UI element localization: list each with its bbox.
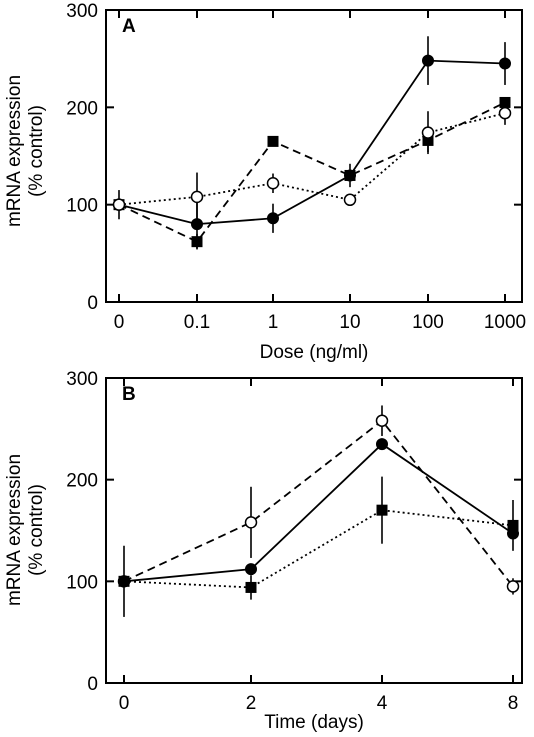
- data-point: [343, 193, 357, 207]
- data-point: [267, 212, 279, 225]
- series-line: [123, 509, 514, 589]
- data-point: [266, 177, 280, 190]
- data-point: [190, 190, 204, 204]
- series-3: [118, 476, 519, 617]
- x-tick-label: 10: [339, 312, 360, 333]
- x-axis-title: Dose (ng/ml): [260, 342, 369, 363]
- panel-b-chart: B 0 100 200 300 0 2 4 8 Time (days) mRNA expressio…: [4, 369, 523, 733]
- data-point: [244, 516, 258, 529]
- x-tick-label: 0: [114, 312, 125, 333]
- data-point: [422, 54, 434, 67]
- data-point: [499, 57, 511, 70]
- y-tick-label: 100: [66, 572, 98, 593]
- panel-label: B: [122, 384, 136, 405]
- series-1: [113, 36, 511, 249]
- data-point: [267, 135, 279, 147]
- series-line: [118, 112, 506, 206]
- data-point: [112, 198, 126, 211]
- x-tick-label: 4: [377, 693, 388, 714]
- y-axis-title: (% control): [26, 105, 47, 197]
- x-axis-title: Time (days): [264, 712, 364, 733]
- plot-frame: [105, 377, 523, 684]
- data-point: [245, 563, 257, 576]
- y-tick-label: 300: [66, 1, 98, 22]
- series-line: [118, 101, 506, 243]
- data-point: [498, 106, 512, 120]
- data-point: [507, 519, 519, 531]
- data-point: [118, 575, 130, 587]
- series-1: [118, 438, 519, 588]
- y-axis-title: (% control): [26, 484, 47, 576]
- x-tick-label: 2: [246, 693, 257, 714]
- y-tick-label: 200: [66, 98, 98, 119]
- data-point: [191, 236, 203, 248]
- y-tick-label: 300: [66, 369, 98, 390]
- data-point: [245, 581, 257, 593]
- panel-a-chart: A 0 100 200 300 0 0.1 1 10 100 1000 Dose (ng/ml) mRN…: [4, 1, 526, 363]
- data-point: [506, 580, 520, 593]
- x-tick-label: 1000: [484, 312, 526, 333]
- series-2: [117, 405, 520, 595]
- data-point: [376, 504, 388, 516]
- y-axis-title: mRNA expression: [4, 454, 25, 606]
- series-line: [123, 419, 514, 587]
- y-tick-label: 0: [87, 293, 98, 314]
- y-tick-label: 100: [66, 196, 98, 217]
- series-3: [112, 101, 512, 222]
- x-tick-label: 0.1: [184, 312, 210, 333]
- y-axis-title: mRNA expression: [4, 75, 25, 227]
- series-line: [123, 442, 514, 583]
- plot-frame: [105, 9, 523, 303]
- data-point: [421, 126, 435, 139]
- y-tick-label: 200: [66, 471, 98, 492]
- x-tick-label: 0: [119, 693, 130, 714]
- x-tick-label: 100: [412, 312, 444, 333]
- data-point: [376, 438, 388, 451]
- series-2: [113, 96, 511, 250]
- panel-label: A: [122, 16, 136, 37]
- x-tick-label: 1: [268, 312, 279, 333]
- data-point: [375, 414, 389, 427]
- series-line: [118, 59, 506, 226]
- data-point: [344, 169, 356, 181]
- x-tick-label: 8: [508, 693, 519, 714]
- y-tick-label: 0: [87, 674, 98, 695]
